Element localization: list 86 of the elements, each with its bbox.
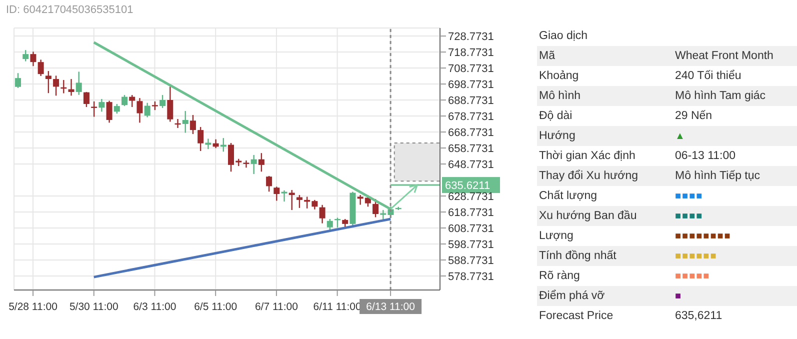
text: ■■■■ — [675, 210, 704, 222]
candlestick — [91, 100, 98, 118]
candlestick — [205, 138, 212, 150]
candlestick — [326, 218, 333, 231]
candlestick — [296, 194, 302, 209]
candlestick — [38, 59, 44, 77]
category-label: Forecast Price — [538, 310, 614, 322]
category-label: Điểm phá vỡ — [538, 290, 606, 302]
candlestick — [15, 72, 21, 89]
candlestick — [144, 102, 150, 118]
category-label: Mã — [538, 50, 556, 62]
candlestick — [136, 97, 143, 124]
category-label: Thay đổi Xu hướng — [538, 170, 639, 182]
text: ■■■■■■ — [675, 250, 718, 262]
candlestick — [243, 160, 250, 168]
y-tick-label: 708.7731 — [448, 62, 494, 75]
category-label: Độ dài — [538, 110, 574, 122]
candlestick — [22, 49, 29, 62]
candlestick — [266, 175, 272, 192]
text: Wheat Front Month — [675, 50, 774, 62]
candlestick — [274, 186, 280, 202]
y-tick-label: 658.7731 — [448, 142, 494, 155]
category-label: Tính đồng nhất — [538, 250, 618, 262]
y-tick-label: 598.7731 — [448, 238, 494, 251]
x-tick-label: 5/28 11:00 — [8, 301, 58, 313]
text: ■■■■■■■■ — [675, 230, 732, 242]
candlestick — [258, 152, 264, 172]
x-tick-label: 6/3 11:00 — [133, 301, 176, 313]
y-tick-label: 678.7731 — [448, 110, 494, 123]
category-label: Thời gian Xác định — [538, 150, 636, 162]
category-label: Giao dịch — [538, 30, 589, 42]
candlestick — [372, 198, 379, 218]
category-label: Lượng — [538, 230, 574, 242]
y-tick-label: 588.7731 — [448, 254, 494, 267]
text: ■■■■■ — [675, 270, 710, 282]
y-tick-label: 718.7731 — [448, 46, 494, 59]
candlestick — [281, 190, 288, 202]
y-tick-label: 728.7731 — [448, 30, 494, 43]
y-tick-label: 668.7731 — [448, 126, 494, 139]
candlestick — [68, 78, 74, 96]
category-label: Mô hình — [538, 90, 582, 102]
category-label: Xu hướng Ban đầu — [538, 210, 638, 222]
text: ID: 604217045036535101 — [6, 4, 134, 16]
y-tick-label: 648.7731 — [448, 158, 494, 171]
y-tick-label: 618.7731 — [448, 206, 494, 219]
x-tick-label: 6/7 11:00 — [254, 301, 298, 313]
y-tick-label: 698.7731 — [448, 78, 494, 91]
candlestick — [190, 114, 196, 135]
text: 29 Nến — [675, 110, 712, 122]
candlestick — [198, 126, 204, 152]
candlestick — [30, 51, 36, 67]
candlestick — [182, 110, 188, 134]
x-tick-label: 5/30 11:00 — [69, 301, 118, 313]
x-tick-label: 6/5 11:00 — [194, 301, 238, 313]
candlestick — [98, 98, 105, 112]
text: ■ — [675, 290, 682, 302]
ref-line-label: 635.6211 — [445, 180, 490, 192]
candlestick — [122, 94, 128, 107]
candlestick — [250, 154, 257, 175]
category-label: Chất lượng — [538, 190, 598, 202]
y-tick-label: 608.7731 — [448, 222, 494, 235]
text: ▲ — [675, 130, 686, 142]
candlestick — [83, 91, 90, 108]
text: Mô hình Tiếp tục — [675, 170, 760, 182]
y-tick-label: 578.7731 — [448, 270, 494, 283]
candlestick — [160, 94, 166, 109]
text: 240 Tối thiểu — [675, 70, 742, 82]
candlestick — [76, 71, 82, 96]
candlestick — [167, 86, 174, 122]
category-label: Khoảng — [538, 70, 580, 82]
candlestick — [129, 94, 136, 108]
text: ■■■■ — [675, 190, 704, 202]
candlestick — [45, 70, 52, 94]
candlestick — [319, 204, 326, 224]
text: Mô hình Tam giác — [675, 90, 766, 102]
text: 635,6211 — [675, 310, 722, 322]
x-tick-label: 6/13 11:00 — [366, 301, 416, 313]
candlestick — [114, 103, 120, 114]
candlestick — [53, 75, 60, 96]
candlestick — [106, 100, 112, 124]
category-label: Hướng — [538, 130, 576, 142]
candlestick — [288, 189, 295, 211]
y-tick-label: 688.7731 — [448, 94, 494, 107]
text: 06-13 11:00 — [675, 150, 736, 162]
y-tick-label: 628.7731 — [448, 190, 494, 203]
category-label: Rõ ràng — [538, 270, 581, 282]
